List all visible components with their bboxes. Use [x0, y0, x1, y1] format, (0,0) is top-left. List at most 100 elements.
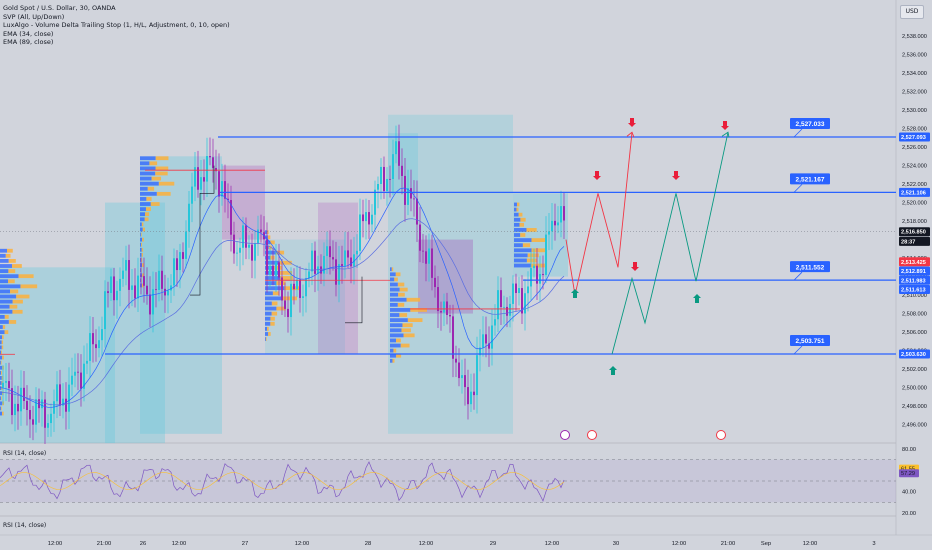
volume-profile-bar — [265, 306, 277, 311]
candle-body — [338, 264, 340, 285]
volume-profile-bar — [142, 273, 144, 278]
key-level-label: 2,511.552 — [796, 264, 825, 271]
projection-arrowhead — [626, 131, 635, 138]
candle-body — [119, 278, 121, 291]
candle-body — [518, 288, 520, 294]
projection-path-bullish — [611, 132, 729, 355]
volume-profile-bar — [268, 245, 272, 250]
candle-body — [56, 384, 58, 402]
volume-profile-bar — [526, 228, 537, 232]
volume-profile-bar — [270, 316, 275, 321]
time-tick-label: 12:00 — [419, 541, 434, 547]
candle-body — [557, 222, 559, 226]
volume-profile-bar — [0, 360, 2, 365]
candle-body — [221, 181, 223, 197]
candle-body — [386, 178, 388, 192]
volume-profile-bar — [9, 304, 18, 309]
volume-profile-bar — [395, 272, 401, 277]
candle-body — [182, 252, 184, 259]
candle-body — [44, 399, 46, 428]
candle-body — [116, 290, 118, 301]
candle-body — [50, 413, 52, 424]
price-badge — [899, 132, 930, 142]
volume-profile-bar — [270, 255, 275, 260]
price-tick-label: 2,522.000 — [902, 182, 927, 188]
candle-body — [209, 156, 211, 158]
volume-profile-bar — [265, 316, 271, 321]
volume-profile-bar — [8, 320, 17, 324]
volume-profile-bar — [514, 207, 517, 212]
volume-profile-bar — [0, 299, 13, 304]
volume-profile-bar — [140, 161, 150, 166]
volume-profile-bar — [514, 263, 531, 268]
volume-profile-bar — [265, 296, 283, 301]
volume-profile-bar — [0, 370, 2, 375]
volume-profile-bar — [402, 323, 413, 328]
volume-profile-bar — [155, 171, 168, 176]
candle-body — [203, 177, 205, 182]
volume-profile-bar — [2, 355, 4, 360]
volume-profile-bar — [390, 292, 399, 297]
volume-profile-bar — [0, 345, 2, 350]
price-tick-label: 2,536.000 — [902, 53, 927, 59]
indicator-ema34[interactable]: EMA (34, close) — [3, 29, 54, 38]
volume-profile-bar — [0, 360, 1, 365]
time-tick-label: 3 — [872, 541, 875, 547]
currency-button[interactable]: USD — [900, 5, 924, 19]
volume-profile-bar — [390, 302, 398, 307]
price-tick-label: 2,510.000 — [902, 293, 927, 299]
candle-body — [287, 308, 289, 318]
candle-body — [368, 212, 370, 225]
candle-body — [89, 333, 91, 361]
volume-profile-bar — [141, 247, 144, 252]
candle-body — [449, 314, 451, 317]
economic-event-icon — [587, 430, 597, 440]
volume-profile-bar — [140, 156, 156, 161]
candle-body — [434, 277, 436, 288]
volume-profile-bar — [520, 233, 526, 237]
candle-body — [155, 289, 157, 291]
volume-profile-bar — [141, 252, 143, 257]
volume-profile-bar — [140, 268, 141, 273]
price-tick-label: 2,534.000 — [902, 71, 927, 77]
volume-profile-bar — [155, 156, 169, 161]
sell-arrow-icon — [721, 121, 729, 130]
volume-profile-bar — [140, 232, 142, 237]
candle-body — [281, 277, 283, 301]
candle-body — [185, 231, 187, 259]
time-tick-label: 28 — [365, 541, 371, 547]
candle-body — [479, 347, 481, 356]
price-badge-label: 28:37 — [901, 239, 915, 245]
candle-body — [527, 286, 529, 294]
candle-body — [215, 168, 217, 172]
indicator-ema89[interactable]: EMA (89, close) — [3, 38, 54, 47]
price-badge-label: 2,521.106 — [901, 190, 926, 196]
candle-body — [308, 271, 310, 279]
candle-body — [389, 178, 391, 180]
volume-profile-bar — [0, 284, 21, 289]
volume-profile-bar — [516, 202, 520, 207]
candle-body — [248, 244, 250, 248]
candle-body — [101, 329, 103, 341]
volume-profile-bar — [0, 340, 2, 345]
price-tick-label: 2,508.000 — [902, 312, 927, 318]
rsi-label-2[interactable]: RSI (14, close) — [3, 522, 47, 529]
candle-body — [65, 398, 67, 412]
candle-body — [392, 154, 394, 179]
volume-profile-bar — [390, 323, 403, 328]
indicator-luxalgo[interactable]: LuxAlgo - Volume Delta Trailing Stop (1,… — [3, 21, 230, 30]
candle-body — [251, 244, 253, 261]
indicator-svp[interactable]: SVP (All, Up/Down) — [3, 12, 65, 21]
candle-body — [542, 273, 544, 275]
candle-body — [179, 252, 181, 271]
volume-profile-bar — [514, 217, 521, 222]
candle-body — [551, 220, 553, 232]
candle-body — [440, 311, 442, 313]
volume-profile-bar — [0, 376, 2, 380]
sell-arrow-icon — [631, 262, 639, 271]
rsi-label-1[interactable]: RSI (14, close) — [3, 450, 47, 457]
volume-profile-bar — [150, 202, 160, 206]
candle-body — [26, 400, 28, 410]
volume-profile-bar — [0, 381, 2, 385]
